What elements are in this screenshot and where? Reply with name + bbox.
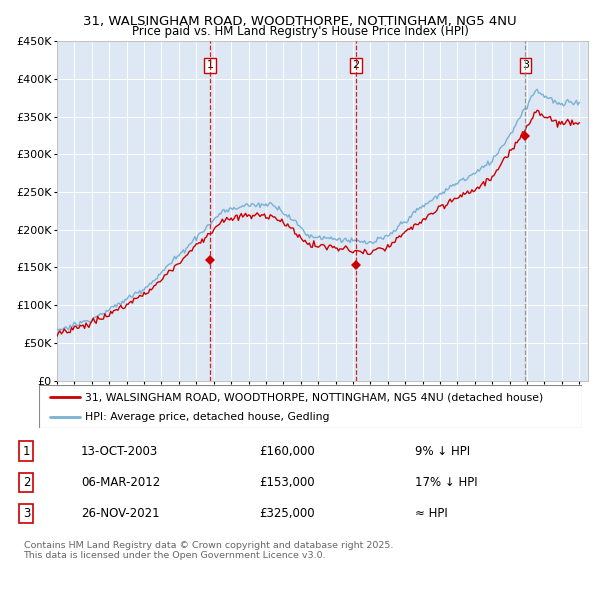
Text: £160,000: £160,000 (260, 445, 316, 458)
Text: 31, WALSINGHAM ROAD, WOODTHORPE, NOTTINGHAM, NG5 4NU: 31, WALSINGHAM ROAD, WOODTHORPE, NOTTING… (83, 15, 517, 28)
Text: 31, WALSINGHAM ROAD, WOODTHORPE, NOTTINGHAM, NG5 4NU (detached house): 31, WALSINGHAM ROAD, WOODTHORPE, NOTTING… (85, 392, 544, 402)
Text: Contains HM Land Registry data © Crown copyright and database right 2025.
This d: Contains HM Land Registry data © Crown c… (23, 540, 393, 560)
Text: 9% ↓ HPI: 9% ↓ HPI (415, 445, 470, 458)
Text: HPI: Average price, detached house, Gedling: HPI: Average price, detached house, Gedl… (85, 412, 329, 422)
Text: 3: 3 (522, 60, 529, 70)
Text: 2: 2 (23, 476, 30, 489)
Text: 26-NOV-2021: 26-NOV-2021 (81, 507, 160, 520)
Text: 17% ↓ HPI: 17% ↓ HPI (415, 476, 478, 489)
Text: ≈ HPI: ≈ HPI (415, 507, 448, 520)
Text: £153,000: £153,000 (260, 476, 316, 489)
Text: £325,000: £325,000 (260, 507, 316, 520)
Text: 1: 1 (206, 60, 214, 70)
Text: 3: 3 (23, 507, 30, 520)
Text: 2: 2 (353, 60, 359, 70)
Text: Price paid vs. HM Land Registry's House Price Index (HPI): Price paid vs. HM Land Registry's House … (131, 25, 469, 38)
Text: 13-OCT-2003: 13-OCT-2003 (81, 445, 158, 458)
Text: 06-MAR-2012: 06-MAR-2012 (81, 476, 160, 489)
Text: 1: 1 (23, 445, 30, 458)
